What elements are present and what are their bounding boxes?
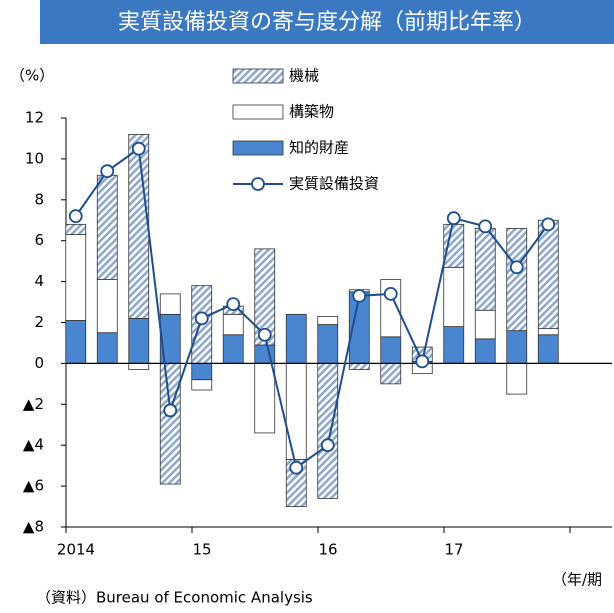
y-tick-label: 8 [34, 190, 44, 208]
x-tick-label: 17 [444, 541, 463, 559]
y-tick-label: ▲6 [23, 477, 44, 495]
legend-label: 構築物 [289, 103, 334, 121]
line-point [289, 460, 304, 475]
line-point [100, 164, 115, 179]
chart-title: 実質設備投資の寄与度分解（前期比年率） [118, 10, 536, 35]
source: （資料）Bureau of Economic Analysis [36, 589, 313, 607]
bar-segment [537, 334, 559, 364]
bar-segment [317, 315, 339, 325]
line-point [541, 217, 556, 232]
legend-label: 知的財産 [289, 139, 349, 157]
y-tick-label: ▲8 [23, 518, 44, 536]
bar-segment [380, 336, 402, 364]
bar-segment [285, 313, 307, 364]
bar-segment [474, 228, 496, 311]
bar-segment [222, 313, 244, 336]
bar-segment [474, 309, 496, 340]
bar-segment [96, 279, 118, 334]
x-tick-label: 2014 [57, 541, 95, 559]
bar-segment [159, 362, 181, 485]
bar-segment [317, 362, 339, 499]
line-point [194, 311, 209, 326]
y-tick-label: 4 [34, 272, 44, 290]
bar-segment [96, 174, 118, 280]
x-axis-label: （年/期 [552, 571, 602, 589]
line-point [320, 438, 335, 453]
line-point [509, 260, 524, 275]
line-point [478, 219, 493, 234]
bar-segment [506, 228, 528, 332]
x-tick-label: 15 [192, 541, 211, 559]
bar-segment [191, 362, 213, 381]
line [74, 146, 550, 470]
y-tick-label: ▲2 [23, 395, 44, 413]
bar-segment [128, 318, 150, 364]
bar-segment [443, 266, 465, 327]
line-point [68, 209, 83, 224]
bar-segment [537, 328, 559, 336]
line-point [415, 354, 430, 369]
line-point [163, 403, 178, 418]
legend-marker [251, 177, 265, 191]
bar-segment [443, 326, 465, 364]
bar-segment [65, 223, 87, 235]
y-tick-label: 12 [25, 109, 44, 127]
line-point [383, 286, 398, 301]
bar-segment [506, 330, 528, 364]
y-tick-label: ▲4 [23, 436, 44, 454]
bar-segment [254, 362, 276, 434]
y-tick-label: 10 [25, 149, 44, 167]
legend-label: 実質設備投資 [289, 175, 379, 193]
bar-segment [317, 324, 339, 364]
y-tick-label: 6 [34, 231, 44, 249]
bar-segment [222, 334, 244, 364]
legend-swatch [232, 140, 284, 156]
y-axis-label: （%） [10, 67, 54, 85]
title-banner [40, 0, 614, 44]
line-point [352, 289, 367, 303]
line-point [226, 297, 241, 311]
bar-segment [537, 219, 559, 330]
line-point [446, 211, 461, 226]
bar-segment [191, 379, 213, 391]
bar-segment [254, 248, 276, 346]
bar-segment [65, 234, 87, 321]
line-point [257, 327, 272, 342]
y-tick-label: 0 [34, 354, 44, 372]
legend-swatch [232, 68, 284, 84]
legend-swatch [232, 104, 284, 120]
y-tick-label: 2 [34, 313, 44, 331]
bar-segment [285, 362, 307, 460]
x-tick-label: 16 [318, 541, 337, 559]
bar-segment [380, 362, 402, 385]
bar-segment [506, 362, 528, 395]
bar-segment [159, 293, 181, 315]
bar-segment [96, 332, 118, 364]
legend-label: 機械 [289, 67, 319, 85]
bar-segment [128, 133, 150, 319]
bar-segment [348, 362, 370, 370]
line-point [131, 141, 146, 156]
bar-segment [128, 362, 150, 370]
bar-segment [65, 320, 87, 364]
bar-segment [474, 338, 496, 364]
